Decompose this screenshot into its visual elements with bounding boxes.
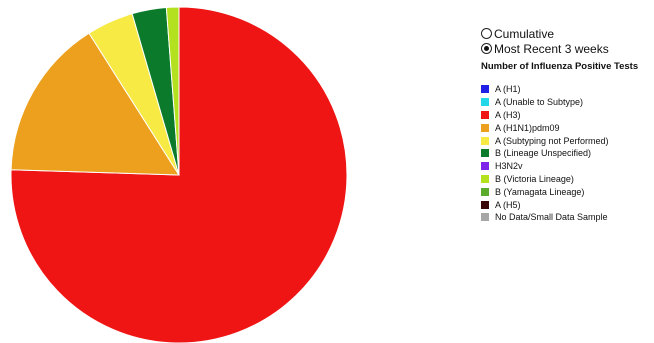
legend-title: Number of Influenza Positive Tests: [481, 61, 639, 72]
legend-label: A (H1N1)pdm09: [495, 122, 560, 133]
pie-chart: [10, 6, 348, 343]
legend-swatch: [481, 110, 489, 119]
recent-3-weeks-option[interactable]: Most Recent 3 weeks: [481, 41, 609, 56]
legend-label: B (Lineage Unspecified): [495, 148, 592, 159]
legend-label: A (H5): [495, 199, 521, 210]
legend-swatch: [481, 85, 489, 94]
legend-label: H3N2v: [495, 161, 523, 172]
legend-swatch: [481, 98, 489, 107]
legend-label: A (Unable to Subtype): [495, 97, 584, 108]
legend-item: A (Subtyping not Performed): [481, 134, 609, 147]
legend-item: B (Victoria Lineage): [481, 173, 609, 186]
legend-label: No Data/Small Data Sample: [495, 212, 608, 223]
pie-slice[interactable]: [165, 6, 180, 176]
legend-item: A (H5): [481, 198, 609, 211]
legend-swatch: [481, 187, 489, 196]
legend-label: B (Victoria Lineage): [495, 173, 574, 184]
legend-swatch: [481, 123, 489, 132]
legend-item: B (Yamagata Lineage): [481, 185, 609, 198]
legend-label: B (Yamagata Lineage): [495, 186, 585, 197]
legend-item: A (Unable to Subtype): [481, 96, 609, 109]
legend-item: A (H1N1)pdm09: [481, 121, 609, 134]
legend-item: A (H1): [481, 83, 609, 96]
legend-item: H3N2v: [481, 160, 609, 173]
recent-3-weeks-radio[interactable]: [481, 43, 492, 54]
legend-label: A (H3): [495, 109, 521, 120]
cumulative-option[interactable]: Cumulative: [481, 26, 609, 41]
pie-slice[interactable]: [10, 32, 180, 176]
legend-label: A (H1): [495, 84, 521, 95]
legend-item: No Data/Small Data Sample: [481, 211, 609, 224]
legend: A (H1) A (Unable to Subtype) A (H3) A (H1N1…: [481, 83, 609, 224]
legend-swatch: [481, 162, 489, 171]
legend-item: A (H3): [481, 109, 609, 122]
cumulative-label: Cumulative: [494, 26, 555, 41]
legend-item: B (Lineage Unspecified): [481, 147, 609, 160]
legend-swatch: [481, 136, 489, 145]
legend-swatch: [481, 213, 489, 222]
time-range-options: Cumulative Most Recent 3 weeks: [481, 26, 609, 56]
cumulative-radio[interactable]: [481, 28, 492, 39]
legend-label: A (Subtyping not Performed): [495, 135, 609, 146]
legend-swatch: [481, 174, 489, 183]
legend-swatch: [481, 149, 489, 158]
legend-swatch: [481, 200, 489, 209]
recent-3-weeks-label: Most Recent 3 weeks: [494, 41, 609, 56]
